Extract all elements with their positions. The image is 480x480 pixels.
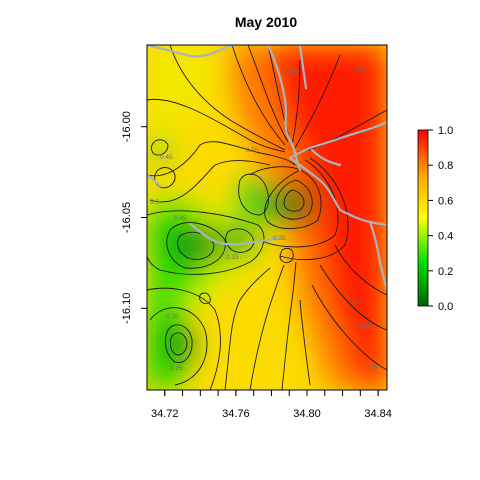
chart-title: May 2010 (235, 14, 297, 30)
contour-label: 0.8 (356, 66, 365, 73)
contour-line (259, 159, 339, 248)
colorbar: 0.0 0.2 0.4 0.6 0.8 1.0 (417, 125, 453, 313)
contour-line (238, 173, 269, 216)
x-tick-label: 34.84 (364, 408, 392, 420)
river-line (310, 148, 342, 167)
contour-line (247, 45, 289, 143)
contour-line (147, 287, 221, 390)
river-line (147, 173, 162, 188)
contour-label: 0.25 (170, 365, 183, 372)
contour-line (169, 45, 286, 151)
contour-line (147, 141, 296, 177)
contour-line (231, 45, 286, 146)
contour-line (177, 231, 215, 260)
x-tick-label: 34.80 (293, 408, 321, 420)
colorbar-tick-label: 0.0 (438, 301, 453, 313)
y-tick-label: -16.05 (121, 202, 133, 233)
river-lines (147, 45, 387, 292)
contour-line (147, 210, 265, 275)
contour-line (164, 324, 193, 363)
contour-line (150, 139, 169, 156)
contour-line (281, 261, 297, 390)
river-line (298, 45, 308, 90)
contour-line (224, 267, 271, 390)
colorbar-ticks: 0.0 0.2 0.4 0.6 0.8 1.0 (428, 125, 453, 313)
contour-line (147, 98, 286, 153)
contour-label: 0.9 (353, 298, 362, 305)
contour-label: 0.45 (174, 215, 187, 222)
contour-label: 0.15 (226, 254, 239, 261)
contour-line (283, 189, 305, 212)
colorbar-tick-label: 0.6 (438, 195, 453, 207)
contour-line (166, 222, 226, 269)
contour-line (249, 264, 285, 390)
contour-line (149, 160, 271, 203)
x-tick-label: 34.76 (222, 408, 250, 420)
y-tick-label: -16.10 (121, 293, 133, 324)
contour-line (275, 179, 313, 220)
colorbar-tick-label: 1.0 (438, 125, 453, 137)
x-tick-label: 34.72 (151, 408, 179, 420)
contour-line (249, 166, 301, 176)
contour-line (199, 292, 211, 305)
river-line (288, 120, 387, 160)
contour-line (279, 247, 294, 263)
colorbar-tick-label: 0.2 (438, 266, 453, 278)
contour-line (169, 332, 188, 356)
colorbar-tick-label: 0.8 (438, 160, 453, 172)
contour-line (334, 244, 387, 296)
river-line (147, 45, 236, 58)
contour-lines (147, 45, 387, 390)
contour-label: 0.5 (150, 199, 159, 206)
contour-line (264, 169, 322, 229)
contour-label: 0.85 (286, 68, 299, 75)
river-line (188, 222, 282, 246)
colorbar-gradient (417, 129, 429, 307)
contour-label: 0.75 (365, 364, 378, 371)
contour-line (291, 59, 301, 146)
contour-label: 0.35 (273, 235, 286, 242)
contour-line (299, 299, 311, 386)
y-axis: -16.00 -16.05 -16.10 (121, 111, 148, 324)
contour-line (225, 228, 255, 253)
contour-label: 0.1 (298, 211, 307, 218)
colorbar-tick-label: 0.4 (438, 231, 453, 243)
contour-label-group: 0.85 0.8 0.55 0.45 0.5 0.45 0.1 0.35 0.1… (150, 66, 378, 372)
river-line (288, 156, 387, 227)
contour-line (149, 307, 208, 386)
contour-line (319, 264, 387, 331)
contour-line (311, 284, 387, 371)
river-line (368, 220, 387, 292)
contour-line (294, 54, 341, 149)
contour-line (279, 157, 349, 261)
y-tick-label: -16.00 (121, 111, 133, 142)
contour-label: 0.35 (166, 313, 179, 320)
x-axis: 34.72 34.76 34.80 34.84 (151, 389, 392, 420)
heatmap-surface (147, 45, 387, 390)
contour-label: 0.85 (358, 322, 371, 329)
contour-label: 0.45 (160, 154, 173, 161)
contour-label: 0.55 (246, 147, 259, 154)
